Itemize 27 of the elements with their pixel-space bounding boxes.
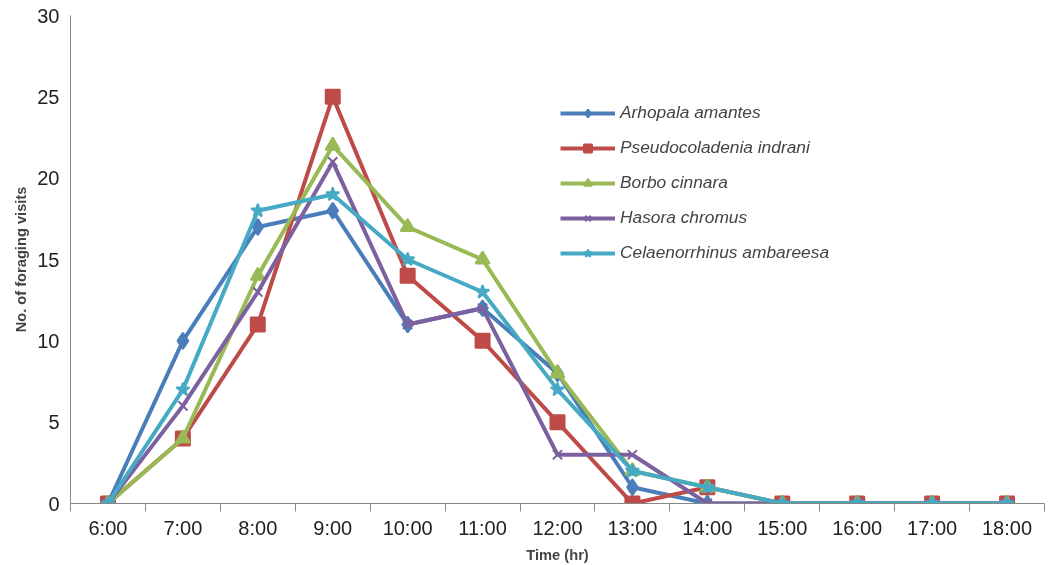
legend-label: Celaenorrhinus ambareesa [620, 242, 830, 263]
x-tick-label: 8:00 [238, 516, 278, 539]
x-tick-label: 15:00 [757, 516, 808, 539]
x-tick-label: 6:00 [88, 516, 128, 539]
y-tick-label: 15 [37, 248, 60, 271]
x-tick-label: 18:00 [982, 516, 1033, 539]
x-tick-label: 7:00 [163, 516, 203, 539]
legend-label: Borbo cinnara [620, 172, 728, 193]
y-tick-label: 30 [37, 4, 60, 27]
x-tick-label: 14:00 [682, 516, 733, 539]
y-tick-label: 25 [37, 85, 60, 108]
x-tick-label: 16:00 [832, 516, 883, 539]
x-tick-label: 13:00 [607, 516, 658, 539]
x-axis-title: Time (hr) [526, 546, 589, 563]
x-tick-label: 10:00 [382, 516, 433, 539]
x-tick-label: 11:00 [458, 516, 507, 539]
y-tick-label: 5 [48, 411, 60, 434]
y-axis-title: No. of foraging visits [13, 186, 30, 333]
x-tick-label: 12:00 [532, 516, 583, 539]
y-tick-label: 20 [37, 167, 60, 190]
x-tick-label: 9:00 [313, 516, 353, 539]
y-tick-label: 10 [37, 329, 60, 352]
legend-label: Arhopala amantes [620, 102, 761, 123]
legend-label: Hasora chromus [620, 207, 748, 228]
y-tick-label: 0 [48, 492, 60, 515]
legend-label: Pseudocoladenia indrani [620, 137, 810, 158]
x-tick-label: 17:00 [907, 516, 958, 539]
